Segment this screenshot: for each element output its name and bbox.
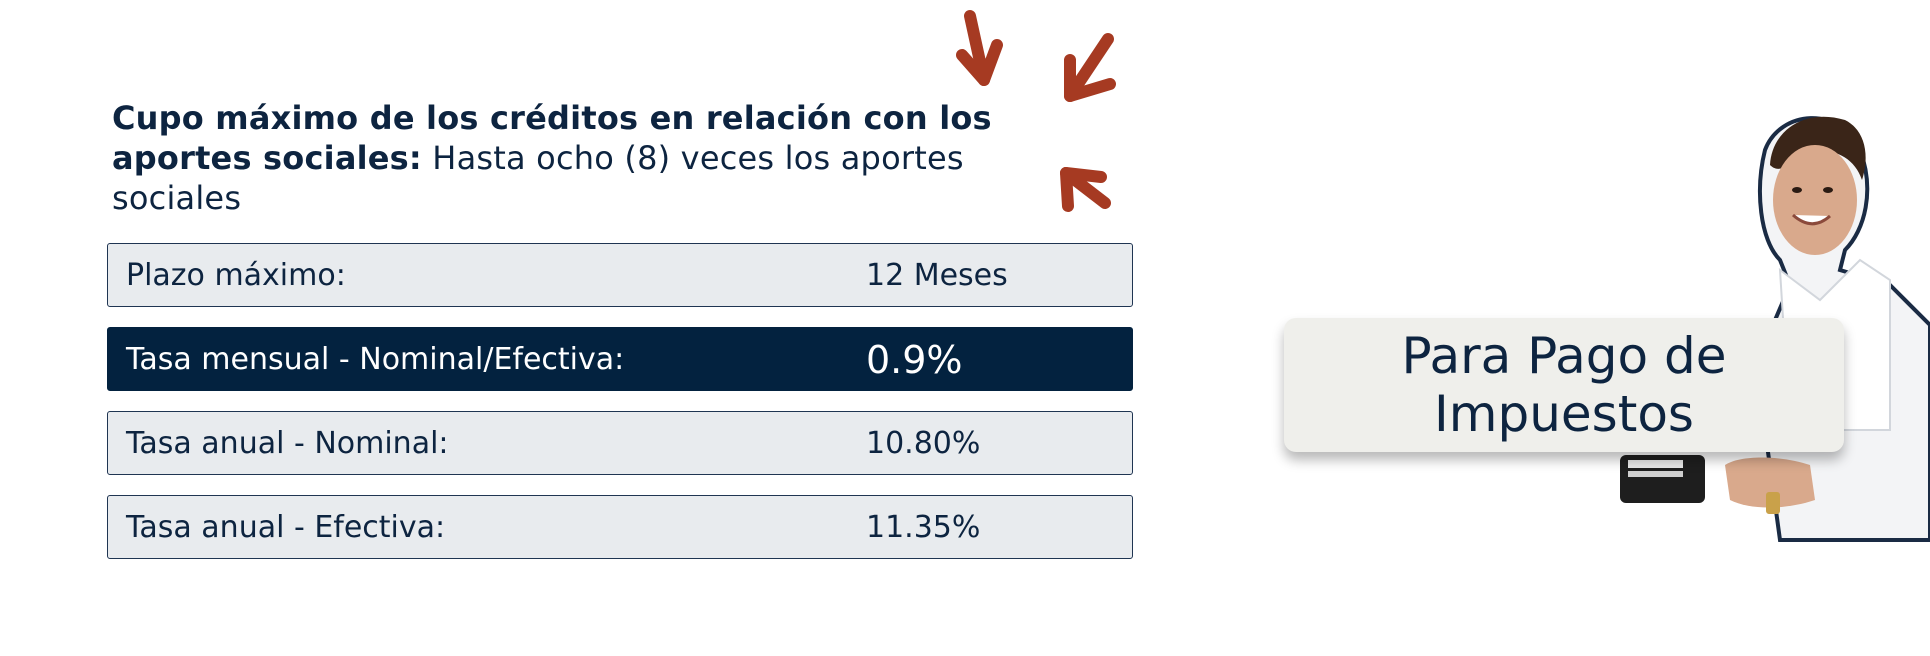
rate-table: Plazo máximo: 12 Meses Tasa mensual - No… bbox=[107, 243, 1133, 579]
row-label: Plazo máximo: bbox=[126, 258, 346, 293]
arrow-icon bbox=[956, 10, 1003, 86]
headline: Cupo máximo de los créditos en relación … bbox=[112, 98, 1092, 218]
callout-line-2: Impuestos bbox=[1434, 385, 1694, 443]
headline-bold: Cupo máximo de los créditos en relación … bbox=[112, 99, 992, 177]
row-value: 11.35% bbox=[866, 510, 981, 545]
callout-line-1: Para Pago de bbox=[1401, 327, 1727, 385]
wallet-icon bbox=[1620, 455, 1705, 503]
arrow-icon bbox=[1064, 33, 1116, 102]
row-label: Tasa anual - Efectiva: bbox=[126, 510, 446, 545]
table-row: Tasa anual - Nominal: 10.80% bbox=[107, 411, 1133, 475]
headline-regular: Hasta ocho (8) veces los aportes sociale… bbox=[112, 139, 964, 217]
row-value: 0.9% bbox=[866, 338, 963, 382]
row-label: Tasa mensual - Nominal/Efectiva: bbox=[126, 342, 625, 377]
callout-card: Para Pago de Impuestos bbox=[1284, 318, 1844, 452]
row-label: Tasa anual - Nominal: bbox=[126, 426, 449, 461]
table-row: Tasa anual - Efectiva: 11.35% bbox=[107, 495, 1133, 559]
table-row-highlight: Tasa mensual - Nominal/Efectiva: 0.9% bbox=[107, 327, 1133, 391]
accent-arrows bbox=[956, 10, 1116, 212]
arrow-icon bbox=[1060, 167, 1111, 212]
row-value: 10.80% bbox=[866, 426, 981, 461]
row-value: 12 Meses bbox=[866, 258, 1008, 293]
table-row: Plazo máximo: 12 Meses bbox=[107, 243, 1133, 307]
